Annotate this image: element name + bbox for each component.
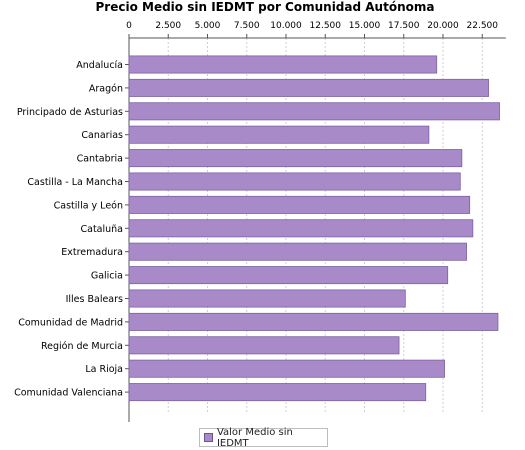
category-label: Principado de Asturias <box>17 107 123 118</box>
bar <box>128 266 449 285</box>
x-tick-label: 22.500 <box>467 21 499 31</box>
category-label: Cataluña <box>80 224 123 235</box>
bar <box>128 195 471 214</box>
bar <box>128 149 463 168</box>
legend-swatch <box>204 433 213 442</box>
x-tick-label: 20.000 <box>427 21 459 31</box>
legend: Valor Medio sin IEDMT <box>199 426 328 449</box>
category-label: Castilla - La Mancha <box>27 177 123 188</box>
category-label: Galicia <box>91 271 123 282</box>
bar <box>128 125 430 144</box>
category-label: Comunidad de Madrid <box>18 317 123 328</box>
axis-layer: 0 2.500 5.000 7.500 10.000 12.500 15.000 17.500… <box>14 21 506 422</box>
bar <box>128 336 400 355</box>
x-tick-label: 0 <box>126 21 132 31</box>
bar <box>128 312 499 331</box>
category-label: Illes Balears <box>66 294 123 305</box>
category-label: Comunidad Valenciana <box>14 388 123 399</box>
x-tick-label: 12.500 <box>310 21 342 31</box>
category-label: Andalucía <box>76 60 123 71</box>
bar <box>128 289 406 308</box>
x-tick-label: 2.500 <box>155 21 181 31</box>
bars-layer <box>128 55 500 402</box>
category-label: Canarias <box>81 130 123 141</box>
x-tick-label: 17.500 <box>388 21 420 31</box>
x-tick-label: 5.000 <box>195 21 221 31</box>
bar <box>128 78 489 97</box>
category-label: Cantabria <box>77 154 123 165</box>
legend-label: Valor Medio sin IEDMT <box>216 426 293 449</box>
chart-title: Precio Medio sin IEDMT por Comunidad Aut… <box>96 0 435 14</box>
bar <box>128 172 461 191</box>
category-label: Castilla y León <box>54 200 123 211</box>
x-tick-label: 10.000 <box>270 21 302 31</box>
bar <box>128 359 445 378</box>
bar <box>128 102 500 121</box>
category-label: Aragón <box>89 83 123 94</box>
category-label: Región de Murcia <box>41 341 123 352</box>
bar <box>128 383 427 402</box>
x-tick-label: 7.500 <box>234 21 260 31</box>
bar <box>128 55 438 74</box>
bar <box>128 219 474 238</box>
bar <box>128 242 467 261</box>
category-label: La Rioja <box>85 364 123 375</box>
category-label: Extremadura <box>61 247 123 258</box>
x-tick-label: 15.000 <box>349 21 381 31</box>
